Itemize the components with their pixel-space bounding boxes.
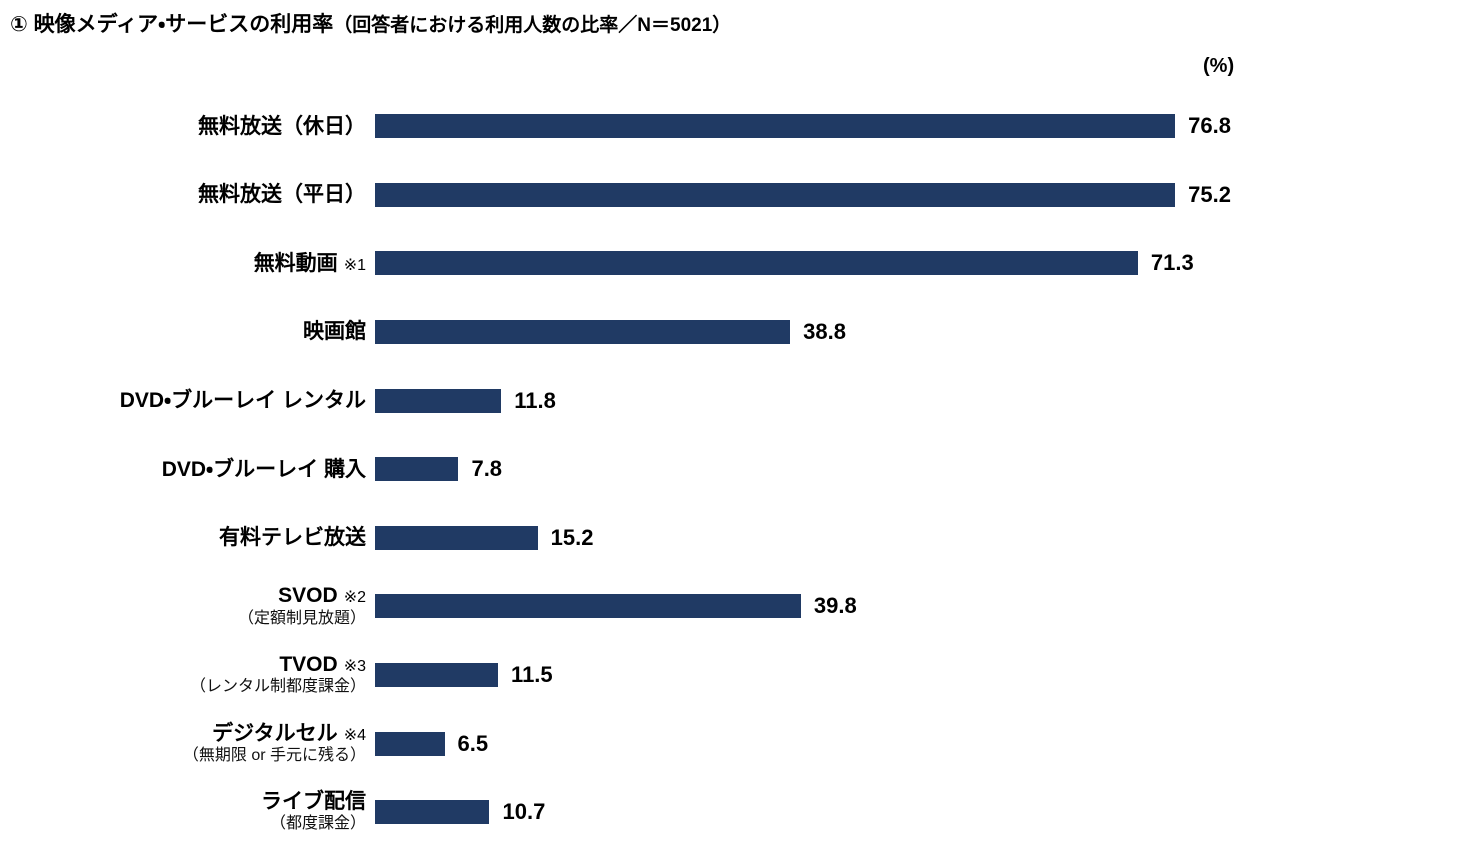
chart-row: 無料動画 ※1 71.3 [0,229,1469,298]
bar [375,182,1176,207]
bar-chart: 無料放送（休日） 76.8 無料放送（平日） 75.2 無料動画 ※1 [0,92,1469,847]
bar-area: 76.8 [375,113,1231,139]
page-title: ① 映像メディア・サービスの利用率（回答者における利用人数の比率／N＝5021） [10,8,731,38]
bar-area: 11.5 [375,662,1231,688]
row-label-line: TVOD ※3 [0,652,366,677]
bar-value: 11.5 [511,662,553,688]
row-label: DVD・ブルーレイ 購入 [161,457,366,481]
row-label: デジタルセル [212,721,338,745]
bar-value: 6.5 [457,730,489,756]
row-label-block: デジタルセル ※4 （無期限 or 手元に残る） [0,721,375,767]
row-sublabel: （都度課金） [269,815,366,833]
row-label: DVD・ブルーレイ レンタル [119,389,366,413]
bar [375,525,538,550]
bar [375,320,791,345]
chart-row: DVD・ブルーレイ 購入 7.8 [0,435,1469,504]
bar [375,663,499,688]
row-label-line: SVOD ※2 [0,583,366,608]
row-label-block: 無料動画 ※1 [0,251,375,276]
chart-row: 無料放送（平日） 75.2 [0,161,1469,230]
chart-row: 有料テレビ放送 15.2 [0,504,1469,573]
bar-area: 6.5 [375,731,1231,757]
row-label-block: TVOD ※3 （レンタル制都度課金） [0,652,375,698]
row-label-block: SVOD ※2 （定額制見放題） [0,583,375,629]
row-label: 有料テレビ放送 [219,526,366,550]
row-label: 無料動画 [253,251,338,275]
row-label: 無料放送（休日） [198,114,366,138]
bar [375,457,459,482]
row-label: SVOD [278,584,338,608]
bar-area: 11.8 [375,388,1231,414]
chart-row: SVOD ※2 （定額制見放題） 39.8 [0,572,1469,641]
bar [375,388,502,413]
bar-area: 38.8 [375,319,1231,345]
bar [375,114,1176,139]
bar [375,800,490,825]
chart-row: ライブ配信 （都度課金） 10.7 [0,778,1469,847]
row-label-line: 映画館 [0,319,366,344]
row-sublabel: （無期限 or 手元に残る） [182,746,366,764]
bar-value: 7.8 [471,456,503,482]
row-label-line: ライブ配信 [0,789,366,814]
row-label-line: 有料テレビ放送 [0,525,366,550]
bar-value: 11.8 [514,387,556,413]
row-label-block: DVD・ブルーレイ 購入 [0,457,375,482]
row-note: ※1 [343,256,366,274]
row-label: TVOD [279,653,338,677]
row-label-block: 無料放送（平日） [0,182,375,207]
bar-value: 76.8 [1188,113,1231,139]
bar-area: 39.8 [375,593,1231,619]
chart-row: DVD・ブルーレイ レンタル 11.8 [0,366,1469,435]
row-label-block: 映画館 [0,319,375,344]
row-label-block: 有料テレビ放送 [0,525,375,550]
page-title-main: ① 映像メディア・サービスの利用率 [10,13,334,36]
row-sublabel: （レンタル制都度課金） [189,678,366,696]
row-label-block: ライブ配信 （都度課金） [0,789,375,835]
row-label-block: 無料放送（休日） [0,114,375,139]
row-label-line: 無料放送（休日） [0,114,366,139]
bar-value: 39.8 [813,593,857,619]
chart-row: 無料放送（休日） 76.8 [0,92,1469,161]
row-label-line: DVD・ブルーレイ 購入 [0,457,366,482]
bar-area: 71.3 [375,250,1231,276]
bar-value: 10.7 [502,799,546,825]
bar-area: 75.2 [375,182,1231,208]
bar [375,251,1138,276]
row-label-line: 無料動画 ※1 [0,251,366,276]
bar-area: 15.2 [375,525,1231,551]
row-label-line: DVD・ブルーレイ レンタル [0,388,366,413]
chart-row: デジタルセル ※4 （無期限 or 手元に残る） 6.5 [0,709,1469,778]
row-label: 無料放送（平日） [198,183,366,207]
bar-value: 71.3 [1150,250,1194,276]
bar-value: 15.2 [550,524,594,550]
bar [375,731,445,756]
chart-row: 映画館 38.8 [0,298,1469,367]
row-label-line: デジタルセル ※4 [0,721,366,746]
bar-area: 7.8 [375,456,1231,482]
bar [375,594,801,619]
row-label-block: DVD・ブルーレイ レンタル [0,388,375,413]
axis-unit-label: (%) [1203,55,1235,77]
bar-value: 75.2 [1188,181,1231,207]
row-note: ※2 [343,589,366,607]
row-label: ライブ配信 [261,790,366,814]
row-note: ※3 [343,658,366,676]
row-sublabel: （定額制見放題） [237,609,366,627]
row-note: ※4 [343,726,366,744]
row-label: 映画館 [303,320,366,344]
page-title-sub: （回答者における利用人数の比率／N＝5021） [333,15,732,36]
bar-value: 38.8 [803,319,846,345]
row-label-line: 無料放送（平日） [0,182,366,207]
bar-area: 10.7 [375,799,1231,825]
chart-row: TVOD ※3 （レンタル制都度課金） 11.5 [0,641,1469,710]
